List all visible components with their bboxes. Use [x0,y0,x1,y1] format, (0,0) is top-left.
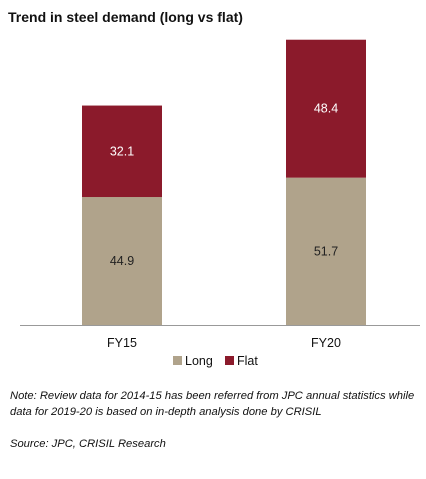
chart-title: Trend in steel demand (long vs flat) [8,9,243,25]
data-label-flat-fy20: 48.4 [314,102,338,116]
legend-label-long: Long [185,354,213,368]
legend-swatch-long [173,356,182,365]
footnote-note: Note: Review data for 2014-15 has been r… [10,390,415,418]
x-tick-label-fy20: FY20 [311,336,341,350]
data-label-flat-fy15: 32.1 [110,144,134,158]
bar-long-fy15 [82,197,162,325]
data-label-long-fy15: 44.9 [110,254,134,268]
x-tick-label-fy15: FY15 [107,336,137,350]
data-label-long-fy20: 51.7 [314,244,338,258]
footnote-source: Source: JPC, CRISIL Research [10,438,166,450]
bar-flat-fy15 [82,105,162,198]
legend-label-flat: Flat [237,354,258,368]
bar-long-fy20 [286,177,366,325]
legend-swatch-flat [225,356,234,365]
stacked-bar-chart: 44.9 32.1 51.7 48.4 FY15 FY20 Long Flat [20,39,420,368]
bar-flat-fy20 [286,39,366,178]
